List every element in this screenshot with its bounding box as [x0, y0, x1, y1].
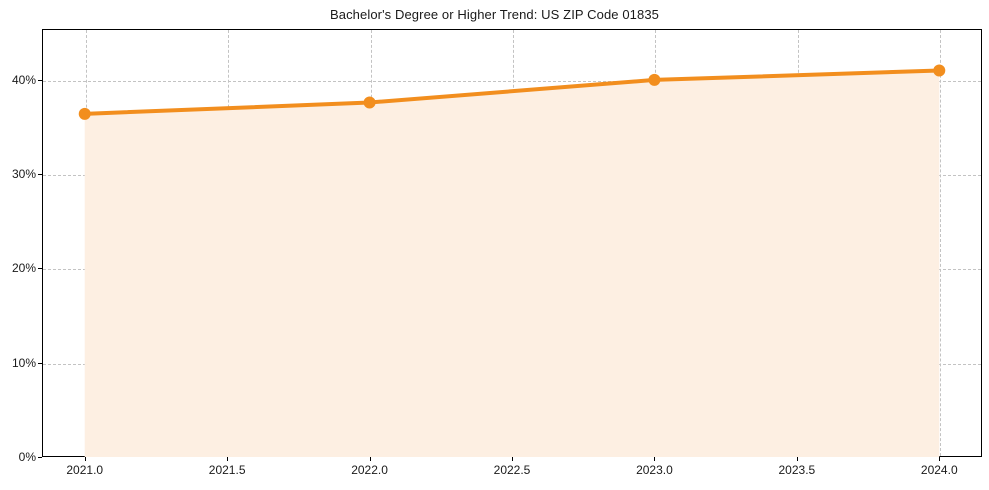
- gridline-horizontal: [43, 80, 981, 82]
- x-axis-tick-mark: [796, 457, 798, 461]
- gridline-vertical: [228, 30, 230, 456]
- y-axis-tick-mark: [38, 362, 42, 364]
- y-axis-tick-mark: [38, 268, 42, 270]
- plot-inner: [43, 30, 981, 456]
- x-axis-tick-mark: [654, 457, 656, 461]
- gridline-vertical: [513, 30, 514, 456]
- gridline-vertical: [940, 30, 942, 456]
- x-axis-tick-mark: [512, 457, 513, 461]
- y-axis-tick-label: 0%: [18, 450, 36, 464]
- chart-title: Bachelor's Degree or Higher Trend: US ZI…: [329, 7, 659, 22]
- x-axis-tick-mark: [84, 457, 86, 461]
- x-axis-tick-label: 2022.0: [351, 463, 388, 477]
- x-axis-tick-mark: [939, 457, 941, 461]
- x-axis-tick-label: 2022.5: [493, 463, 531, 477]
- plot-area: [42, 29, 982, 457]
- gridline-horizontal: [43, 269, 981, 271]
- y-axis-tick-mark: [38, 174, 42, 176]
- gridline-horizontal: [43, 175, 981, 177]
- x-axis-tick-label: 2023.0: [636, 463, 673, 477]
- y-axis-tick-label: 40%: [11, 72, 36, 87]
- x-axis-tick-label: 2024.0: [920, 463, 958, 477]
- y-axis-tick-label: 20%: [11, 261, 36, 276]
- x-axis-tick-mark: [227, 457, 229, 461]
- x-axis-tick-label: 2021.0: [66, 463, 104, 477]
- x-axis-tick-mark: [369, 457, 371, 461]
- y-axis-tick-label: 10%: [11, 355, 36, 370]
- y-axis-tick-label: 30%: [11, 167, 36, 182]
- gridline-vertical: [85, 30, 87, 456]
- x-axis-tick-label: 2021.5: [208, 463, 246, 477]
- y-axis-tick-mark: [38, 457, 42, 458]
- gridline-vertical: [370, 30, 372, 456]
- y-axis-tick-mark: [38, 79, 42, 81]
- gridline-horizontal: [43, 363, 981, 365]
- x-axis-tick-label: 2023.5: [778, 463, 816, 477]
- gridline-vertical: [797, 30, 799, 456]
- gridline-vertical: [655, 30, 657, 456]
